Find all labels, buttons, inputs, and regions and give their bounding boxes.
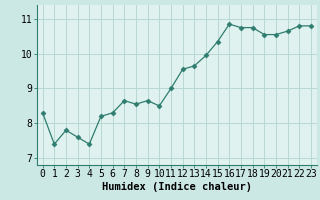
X-axis label: Humidex (Indice chaleur): Humidex (Indice chaleur) (102, 182, 252, 192)
